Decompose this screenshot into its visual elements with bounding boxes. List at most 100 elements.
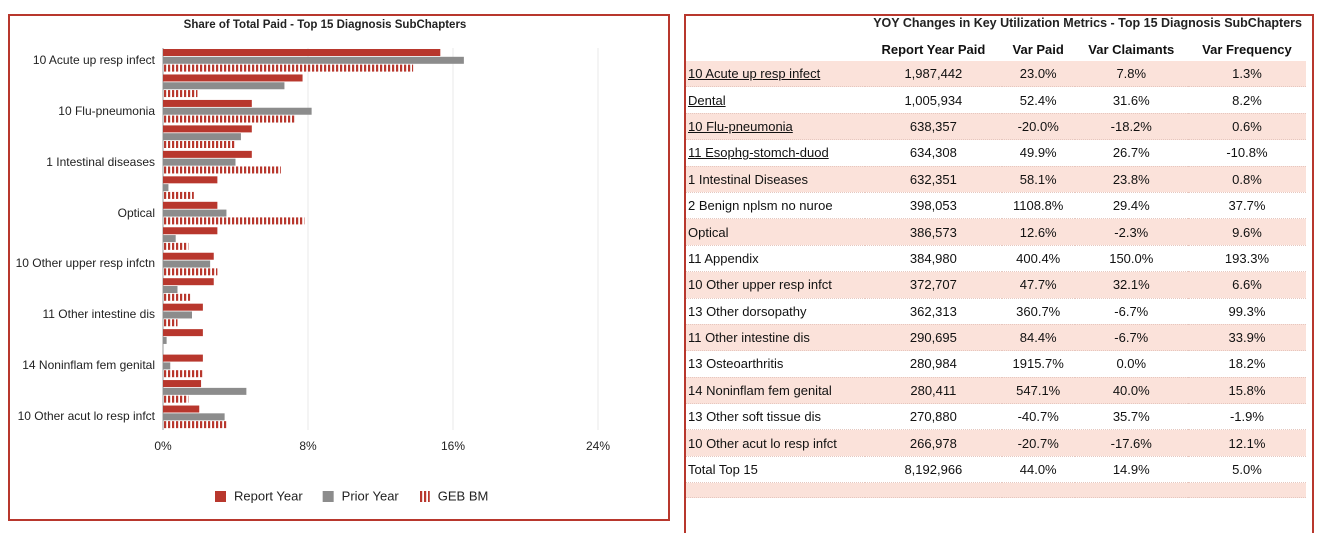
bar [163, 166, 281, 174]
table-cell: 1.3% [1187, 61, 1306, 88]
column-header: Var Claimants [1088, 41, 1175, 57]
table-row: 13 Other soft tissue dis 270,880 -40.7% 35.… [686, 403, 1306, 431]
bar [163, 90, 198, 98]
table-row [686, 482, 1306, 499]
y-tick-label: 10 Other upper resp infctn [15, 256, 155, 271]
table-cell: 10 Acute up resp infect [686, 61, 865, 88]
table-cell: -18.2% [1074, 113, 1188, 141]
bar [163, 158, 236, 166]
column-header: Var Paid [1012, 41, 1064, 57]
table-cell: 11 Appendix [686, 245, 865, 273]
bar [163, 150, 252, 158]
column-header: Var Frequency [1202, 41, 1292, 57]
bar [163, 235, 176, 243]
table-title: YOY Changes in Key Utilization Metrics -… [873, 16, 1302, 30]
bar [163, 413, 225, 421]
table-row: 1 Intestinal Diseases 632,351 58.1% 23.8% 0.… [686, 166, 1306, 193]
column-header [686, 37, 865, 61]
bar [163, 278, 214, 286]
bar [163, 311, 192, 319]
table-cell: 14 Noninflam fem genital [686, 377, 865, 405]
table-cell: 150.0% [1074, 245, 1188, 273]
bar [163, 227, 218, 235]
table-cell: 362,313 [865, 298, 1002, 325]
bar [163, 362, 171, 370]
table-cell: -40.7% [1001, 403, 1075, 431]
table-cell: 15.8% [1187, 377, 1306, 405]
table-row: 10 Other acut lo resp infct 266,978 -20.7%… [686, 429, 1306, 457]
table-cell: 13 Other dorsopathy [686, 298, 865, 325]
table-cell: 193.3% [1187, 245, 1306, 273]
table-cell: 10 Other upper resp infct [686, 271, 865, 299]
bar [163, 370, 203, 378]
table-row: 10 Flu-pneumonia 638,357 -20.0% -18.2% 0.6% [686, 113, 1306, 141]
table-panel [684, 14, 1314, 533]
table-row: 13 Osteoarthritis 280,984 1915.7% 0.0% 18.2% [686, 350, 1306, 378]
table-cell: 23.0% [1001, 61, 1075, 88]
table-cell: 6.6% [1187, 271, 1306, 299]
bar [163, 49, 441, 56]
bar [163, 115, 296, 123]
bar [163, 303, 203, 311]
legend-label: Report Year [234, 488, 303, 503]
table-cell: 8.2% [1187, 86, 1306, 114]
table-cell: 9.6% [1187, 218, 1306, 246]
table-cell: -17.6% [1074, 429, 1188, 457]
table-cell: 49.9% [1001, 139, 1075, 167]
table-row: 10 Other upper resp infct 372,707 47.7% 32.… [686, 271, 1306, 299]
table-cell: 1 Intestinal Diseases [686, 166, 865, 193]
table-cell: 270,880 [865, 403, 1002, 431]
table-cell: 1,987,442 [865, 61, 1002, 88]
table-cell: 44.0% [1001, 456, 1075, 484]
table-cell: 384,980 [865, 245, 1002, 273]
legend-swatch [418, 491, 430, 502]
table-row: Optical 386,573 12.6% -2.3% 9.6% [686, 218, 1306, 246]
bar [163, 319, 178, 327]
bar [163, 107, 312, 115]
table-cell: 84.4% [1001, 324, 1075, 352]
chart-panel [8, 14, 670, 521]
table-cell: 0.6% [1187, 113, 1306, 141]
bar [163, 184, 169, 192]
table-cell: -1.9% [1187, 403, 1306, 431]
table-row: 10 Acute up resp infect 1,987,442 23.0% 7.8… [686, 61, 1306, 88]
table-cell: 35.7% [1074, 403, 1188, 431]
table-cell: 290,695 [865, 324, 1002, 352]
bar [163, 293, 191, 301]
table-cell: 5.0% [1187, 456, 1306, 484]
table-cell: 32.1% [1074, 271, 1188, 299]
table-cell: Total Top 15 [686, 456, 865, 484]
legend-label: GEB BM [438, 488, 489, 503]
bar [163, 99, 252, 107]
y-tick-label: 10 Other acut lo resp infct [17, 409, 155, 424]
bar [163, 191, 194, 199]
bar [163, 141, 236, 148]
chart: Share of Total Paid - Top 15 Diagnosis S… [154, 19, 610, 503]
table-cell: 14.9% [1074, 456, 1188, 484]
table-cell: 2 Benign nplsm no nuroe [686, 192, 865, 220]
table-cell: 33.9% [1187, 324, 1306, 352]
bar [163, 405, 200, 413]
bar [163, 395, 189, 403]
table-cell: 99.3% [1187, 298, 1306, 325]
table-cell: 13 Other soft tissue dis [686, 403, 865, 431]
table-cell: 7.8% [1074, 61, 1188, 88]
x-tick-label: 24% [586, 439, 610, 453]
bar [163, 201, 218, 209]
y-tick-label: 10 Flu-pneumonia [58, 103, 155, 118]
table-cell: 8,192,966 [865, 456, 1002, 484]
column-header: Report Year Paid [881, 41, 986, 57]
table-cell: 10 Flu-pneumonia [686, 113, 865, 141]
table-cell: -2.3% [1074, 218, 1188, 246]
y-tick-label: 11 Other intestine dis [42, 307, 155, 322]
table-row: Total Top 15 8,192,966 44.0% 14.9% 5.0% [686, 456, 1306, 484]
table-cell: 547.1% [1001, 377, 1075, 405]
y-tick-label: Optical [117, 205, 155, 220]
table-cell: 360.7% [1001, 298, 1075, 325]
bar [163, 74, 303, 82]
table-cell: 638,357 [865, 113, 1002, 141]
table-cell: 1915.7% [1001, 350, 1075, 378]
table-cell: Dental [686, 86, 865, 114]
table-row: 11 Other intestine dis 290,695 84.4% -6.7% 3… [686, 324, 1306, 352]
